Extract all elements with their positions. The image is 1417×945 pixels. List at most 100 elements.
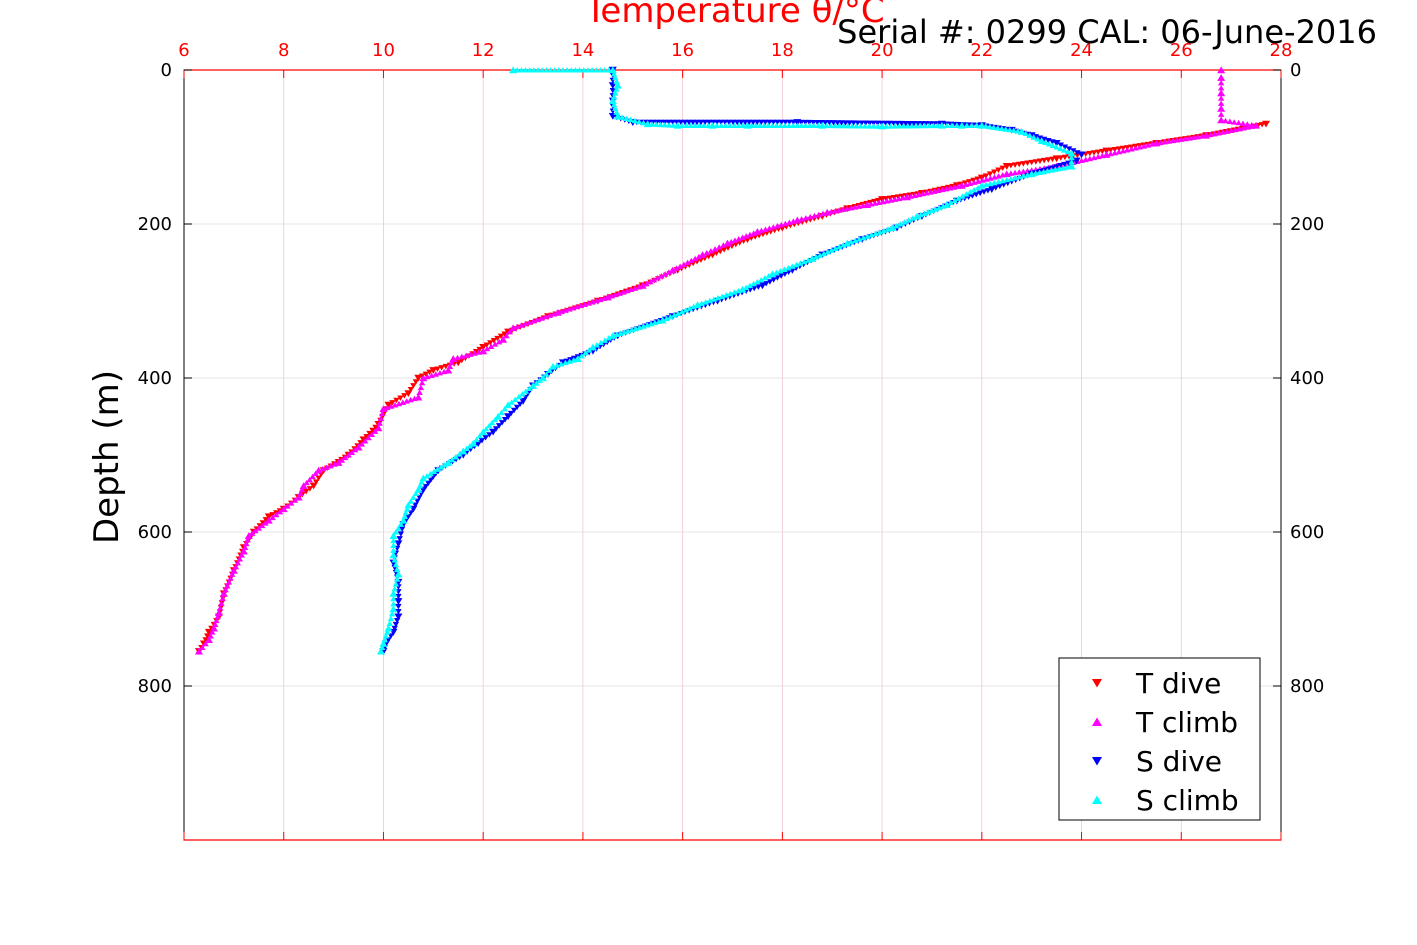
data-point-interp (687, 122, 694, 128)
data-point-interp (515, 393, 522, 400)
data-point-interp (1040, 168, 1047, 175)
data-point-interp (486, 432, 493, 438)
data-point-interp (963, 191, 970, 197)
data-point (376, 647, 385, 655)
data-point-interp (713, 119, 721, 126)
data-point-interp (391, 557, 398, 563)
data-point-interp (440, 368, 448, 375)
data-point-interp (390, 542, 397, 549)
data-point-interp (543, 67, 550, 73)
data-point-interp (518, 322, 525, 328)
data-point-interp (391, 585, 398, 592)
data-point-interp (951, 197, 958, 204)
data-point (588, 343, 597, 351)
data-point-interp (1000, 182, 1007, 188)
data-point-interp (399, 399, 407, 405)
data-point-interp (372, 424, 379, 431)
data-point-interp (848, 238, 855, 245)
data-point-interp (424, 373, 431, 380)
data-point-interp (774, 119, 781, 126)
data-point-interp (423, 473, 431, 479)
data-point-interp (390, 595, 397, 602)
data-point-interp (955, 195, 962, 201)
data-point-interp (388, 403, 395, 409)
data-point-interp (1248, 123, 1256, 129)
data-point-interp (921, 122, 929, 129)
data-point-interp (1065, 146, 1073, 152)
data-point-interp (1044, 167, 1051, 174)
data-point-interp (1036, 169, 1043, 175)
data-point-interp (526, 385, 533, 392)
data-point-interp (391, 402, 399, 408)
data-point-interp (391, 625, 398, 632)
data-point-interp (806, 213, 814, 220)
data-point-interp (815, 211, 822, 218)
data-point-interp (547, 67, 554, 73)
data-point-interp (1007, 170, 1015, 176)
data-point (419, 474, 428, 482)
data-point-interp (331, 461, 338, 467)
data-point-interp (581, 301, 589, 307)
data-point-interp (414, 498, 421, 505)
data-point-interp (1115, 148, 1123, 155)
data-point-interp (798, 216, 805, 222)
data-point-interp (1240, 125, 1247, 131)
data-point-interp (538, 67, 546, 73)
data-point-interp (1057, 145, 1064, 152)
data-point-interp (774, 223, 781, 229)
data-point-interp (828, 208, 835, 215)
data-point-interp (1011, 174, 1019, 181)
data-point (279, 505, 288, 513)
data-point-interp (801, 258, 808, 265)
data-point (768, 270, 777, 278)
data-point-interp (467, 351, 474, 357)
x-tick-label: 12 (472, 40, 495, 61)
data-point-interp (410, 494, 417, 500)
series-s-dive (379, 66, 1086, 655)
data-point-interp (458, 353, 466, 360)
data-point-interp (411, 395, 418, 402)
data-point-interp (851, 204, 859, 210)
data-point-interp (473, 436, 480, 443)
data-point-interp (962, 181, 970, 188)
data-point (314, 466, 323, 474)
data-point-interp (770, 277, 777, 283)
data-point (394, 598, 403, 605)
data-point-interp (911, 192, 919, 198)
data-point (419, 374, 428, 382)
data-point-interp (636, 324, 643, 330)
data-point-interp (935, 187, 942, 194)
data-point-interp (743, 284, 750, 291)
data-point-interp (917, 122, 924, 129)
data-point-interp (705, 119, 713, 126)
data-point-interp (746, 231, 754, 238)
data-point-interp (1244, 124, 1251, 130)
data-point-interp (999, 177, 1006, 184)
data-point-interp (970, 179, 978, 185)
data-point-interp (746, 282, 754, 289)
data-point-interp (866, 123, 873, 129)
data-point-interp (597, 67, 604, 73)
data-point-interp (1024, 172, 1031, 178)
data-point-interp (847, 204, 855, 211)
data-point-interp (773, 269, 780, 276)
data-point-interp (357, 440, 364, 446)
data-point-interp (395, 603, 402, 610)
data-point-interp (930, 122, 937, 129)
data-point (359, 436, 368, 444)
data-point-interp (570, 357, 577, 363)
data-point-interp (1223, 128, 1231, 134)
data-point-interp (947, 199, 954, 206)
data-point (1217, 104, 1226, 112)
data-point-interp (802, 215, 810, 221)
data-point-interp (654, 275, 661, 281)
data-point-interp (819, 210, 827, 217)
data-point-interp (943, 185, 950, 192)
data-point-interp (758, 227, 765, 234)
data-point-interp (1173, 137, 1181, 143)
data-point-interp (407, 498, 415, 504)
data-point-interp (588, 67, 596, 73)
data-point (1002, 170, 1011, 178)
data-point-interp (582, 350, 589, 356)
data-point-interp (1119, 147, 1127, 154)
